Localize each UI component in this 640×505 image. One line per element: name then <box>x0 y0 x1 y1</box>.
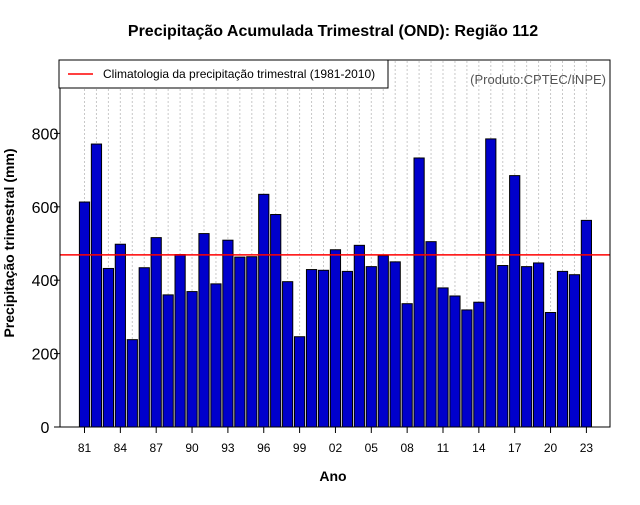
bar <box>294 336 306 428</box>
x-tick-label: 17 <box>508 441 522 455</box>
x-axis-label: Ano <box>319 468 346 484</box>
bar <box>365 266 377 428</box>
x-tick-label: 84 <box>114 441 128 455</box>
bar <box>461 309 473 428</box>
bar <box>329 249 342 428</box>
y-tick-label: 200 <box>32 347 59 364</box>
x-tick-label: 14 <box>472 441 486 455</box>
bar <box>377 255 389 428</box>
x-tick-label: 05 <box>365 441 379 455</box>
x-tick-label: 02 <box>329 441 343 455</box>
bar <box>497 265 509 428</box>
bar <box>90 143 103 428</box>
legend: Climatologia da precipitação trimestral … <box>58 59 389 89</box>
x-tick-label: 87 <box>150 441 164 455</box>
bar <box>150 237 162 428</box>
y-tick-label: 800 <box>32 126 59 143</box>
bar <box>282 281 294 428</box>
bar <box>413 157 425 428</box>
bar <box>401 303 413 428</box>
bar <box>198 233 210 428</box>
x-tick-label: 99 <box>293 441 307 455</box>
bar <box>305 269 318 428</box>
bar <box>114 243 126 428</box>
x-tick-label: 20 <box>544 441 558 455</box>
y-axis-label: Precipitação trimestral (mm) <box>1 148 17 337</box>
bar <box>234 256 246 428</box>
x-tick-label: 93 <box>221 441 235 455</box>
bar <box>186 291 198 428</box>
bar <box>246 256 258 428</box>
bar <box>425 241 437 428</box>
bar <box>437 287 449 428</box>
bar <box>258 193 270 428</box>
chart-title: Precipitação Acumulada Trimestral (OND):… <box>128 23 538 40</box>
bar <box>210 283 222 428</box>
bar <box>174 254 186 428</box>
bar <box>544 311 557 428</box>
x-tick-label: 96 <box>257 441 271 455</box>
bar <box>162 294 174 428</box>
x-tick-label: 90 <box>185 441 199 455</box>
y-tick-label: 400 <box>32 273 59 290</box>
x-tick-label: 08 <box>400 441 414 455</box>
bar <box>270 214 282 428</box>
bar <box>317 269 330 428</box>
bar <box>389 261 401 428</box>
bar <box>341 270 353 428</box>
bar <box>449 295 461 428</box>
bar <box>222 239 234 428</box>
x-tick-label: 11 <box>437 441 450 455</box>
x-tick-label: 23 <box>580 441 594 455</box>
bar <box>568 274 581 428</box>
credit-text: (Produto:CPTEC/INPE) <box>470 72 606 87</box>
x-axis: 81 84 87 90 93 96 99 02 05 08 11 14 17 20 23 <box>78 427 594 455</box>
legend-box <box>58 59 389 89</box>
bars <box>78 138 592 428</box>
bar <box>485 138 497 428</box>
bar <box>533 262 545 428</box>
y-tick-label: 0 <box>41 420 50 437</box>
bar <box>138 267 150 428</box>
bar <box>521 266 533 428</box>
bar <box>473 301 485 428</box>
y-tick-label: 600 <box>32 200 59 217</box>
bar <box>78 201 91 428</box>
x-tick-label: 81 <box>78 441 92 455</box>
bar <box>102 267 115 428</box>
bar <box>353 244 365 428</box>
bar <box>126 339 138 428</box>
bar <box>509 175 521 428</box>
bar <box>556 270 569 428</box>
y-axis: 0 200 400 600 800 <box>32 126 60 437</box>
bar <box>580 219 592 428</box>
legend-label: Climatologia da precipitação trimestral … <box>103 67 375 81</box>
